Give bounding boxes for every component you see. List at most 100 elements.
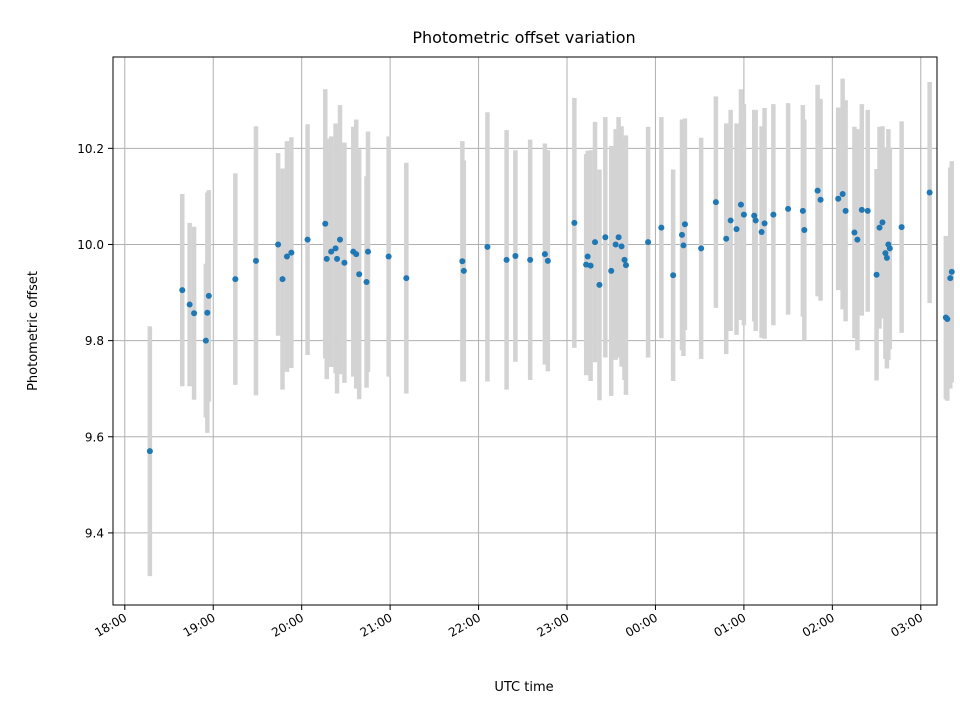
data-point	[814, 187, 821, 194]
data-point	[770, 211, 777, 218]
data-point	[459, 258, 466, 265]
data-point	[680, 242, 687, 249]
data-point	[323, 255, 330, 262]
data-point	[882, 250, 889, 257]
data-point	[275, 241, 282, 248]
data-point	[839, 191, 846, 197]
data-point	[842, 207, 849, 214]
data-point	[851, 229, 858, 236]
x-axis-ticks: 18:00 19:00 20:00 21:00 22:00 23:00 00:00 01:00…	[92, 605, 925, 640]
data-point	[334, 255, 341, 262]
data-point	[341, 259, 348, 266]
data-point	[854, 236, 861, 243]
data-point	[544, 257, 551, 264]
data-point	[621, 256, 628, 263]
data-point	[584, 253, 591, 260]
y-tick-label: 9.8	[85, 334, 104, 348]
data-point	[698, 245, 705, 252]
data-point	[204, 309, 211, 316]
data-point	[612, 241, 619, 248]
data-point	[541, 251, 548, 258]
y-axis-label: Photometric offset	[26, 271, 41, 391]
data-point	[353, 251, 360, 258]
data-point	[608, 267, 615, 274]
data-point	[835, 195, 842, 202]
plot-frame	[112, 56, 938, 606]
data-point	[618, 243, 625, 250]
data-point	[898, 224, 905, 231]
data-point	[817, 196, 824, 203]
data-point	[873, 271, 880, 278]
data-point	[712, 199, 719, 206]
data-point	[740, 211, 747, 218]
data-point	[512, 253, 519, 260]
data-point	[484, 243, 491, 250]
data-point	[864, 207, 871, 214]
data-point	[288, 249, 295, 256]
y-tick-label: 9.4	[85, 526, 104, 540]
data-point	[858, 206, 865, 213]
data-point	[678, 231, 685, 238]
data-point	[948, 268, 955, 275]
data-point	[252, 257, 259, 264]
data-point	[283, 253, 290, 260]
data-point	[460, 267, 467, 274]
data-point	[761, 220, 768, 227]
x-tick-label: 01:00	[711, 610, 748, 639]
data-point	[365, 248, 372, 255]
data-point	[232, 276, 239, 283]
y-tick-label: 10.0	[77, 238, 104, 252]
data-point	[879, 219, 886, 226]
data-point	[733, 226, 740, 233]
chart-title: Photometric offset variation	[412, 28, 635, 47]
data-point	[304, 236, 311, 243]
data-point	[571, 219, 578, 226]
data-point	[146, 448, 153, 455]
data-point	[332, 245, 339, 252]
data-point	[886, 245, 893, 252]
data-point	[596, 281, 603, 288]
data-point	[602, 234, 609, 241]
data-point	[328, 248, 335, 255]
data-point	[752, 217, 759, 224]
data-point	[926, 189, 933, 196]
data-point	[592, 239, 599, 246]
data-points	[146, 187, 955, 455]
data-point	[622, 262, 629, 269]
error-bars	[147, 78, 954, 577]
x-tick-label: 20:00	[269, 610, 306, 639]
x-tick-label: 18:00	[92, 610, 129, 639]
data-point	[587, 262, 594, 269]
x-tick-label: 19:00	[181, 610, 218, 639]
x-axis-label: UTC time	[494, 680, 553, 695]
data-point	[645, 239, 652, 246]
data-point	[737, 201, 744, 208]
data-point	[356, 271, 363, 278]
y-tick-label: 9.6	[85, 430, 104, 444]
data-point	[322, 220, 329, 227]
grid	[113, 57, 937, 605]
data-point	[799, 207, 806, 214]
data-point	[944, 315, 951, 322]
x-tick-label: 03:00	[888, 610, 925, 639]
x-tick-label: 21:00	[358, 610, 395, 639]
data-point	[670, 272, 677, 279]
data-point	[801, 227, 808, 234]
data-point	[681, 221, 688, 228]
data-point	[615, 234, 622, 241]
data-point	[205, 292, 212, 299]
data-point	[403, 275, 410, 282]
data-point	[202, 337, 209, 344]
data-point	[385, 253, 392, 260]
data-point	[727, 217, 734, 224]
data-point	[503, 256, 510, 263]
data-point	[363, 278, 370, 285]
data-point	[179, 287, 186, 294]
x-tick-label: 02:00	[800, 610, 837, 639]
data-point	[191, 310, 198, 317]
data-point	[785, 205, 792, 212]
data-point	[758, 228, 765, 235]
data-point	[751, 212, 758, 219]
x-tick-label: 00:00	[623, 610, 660, 639]
